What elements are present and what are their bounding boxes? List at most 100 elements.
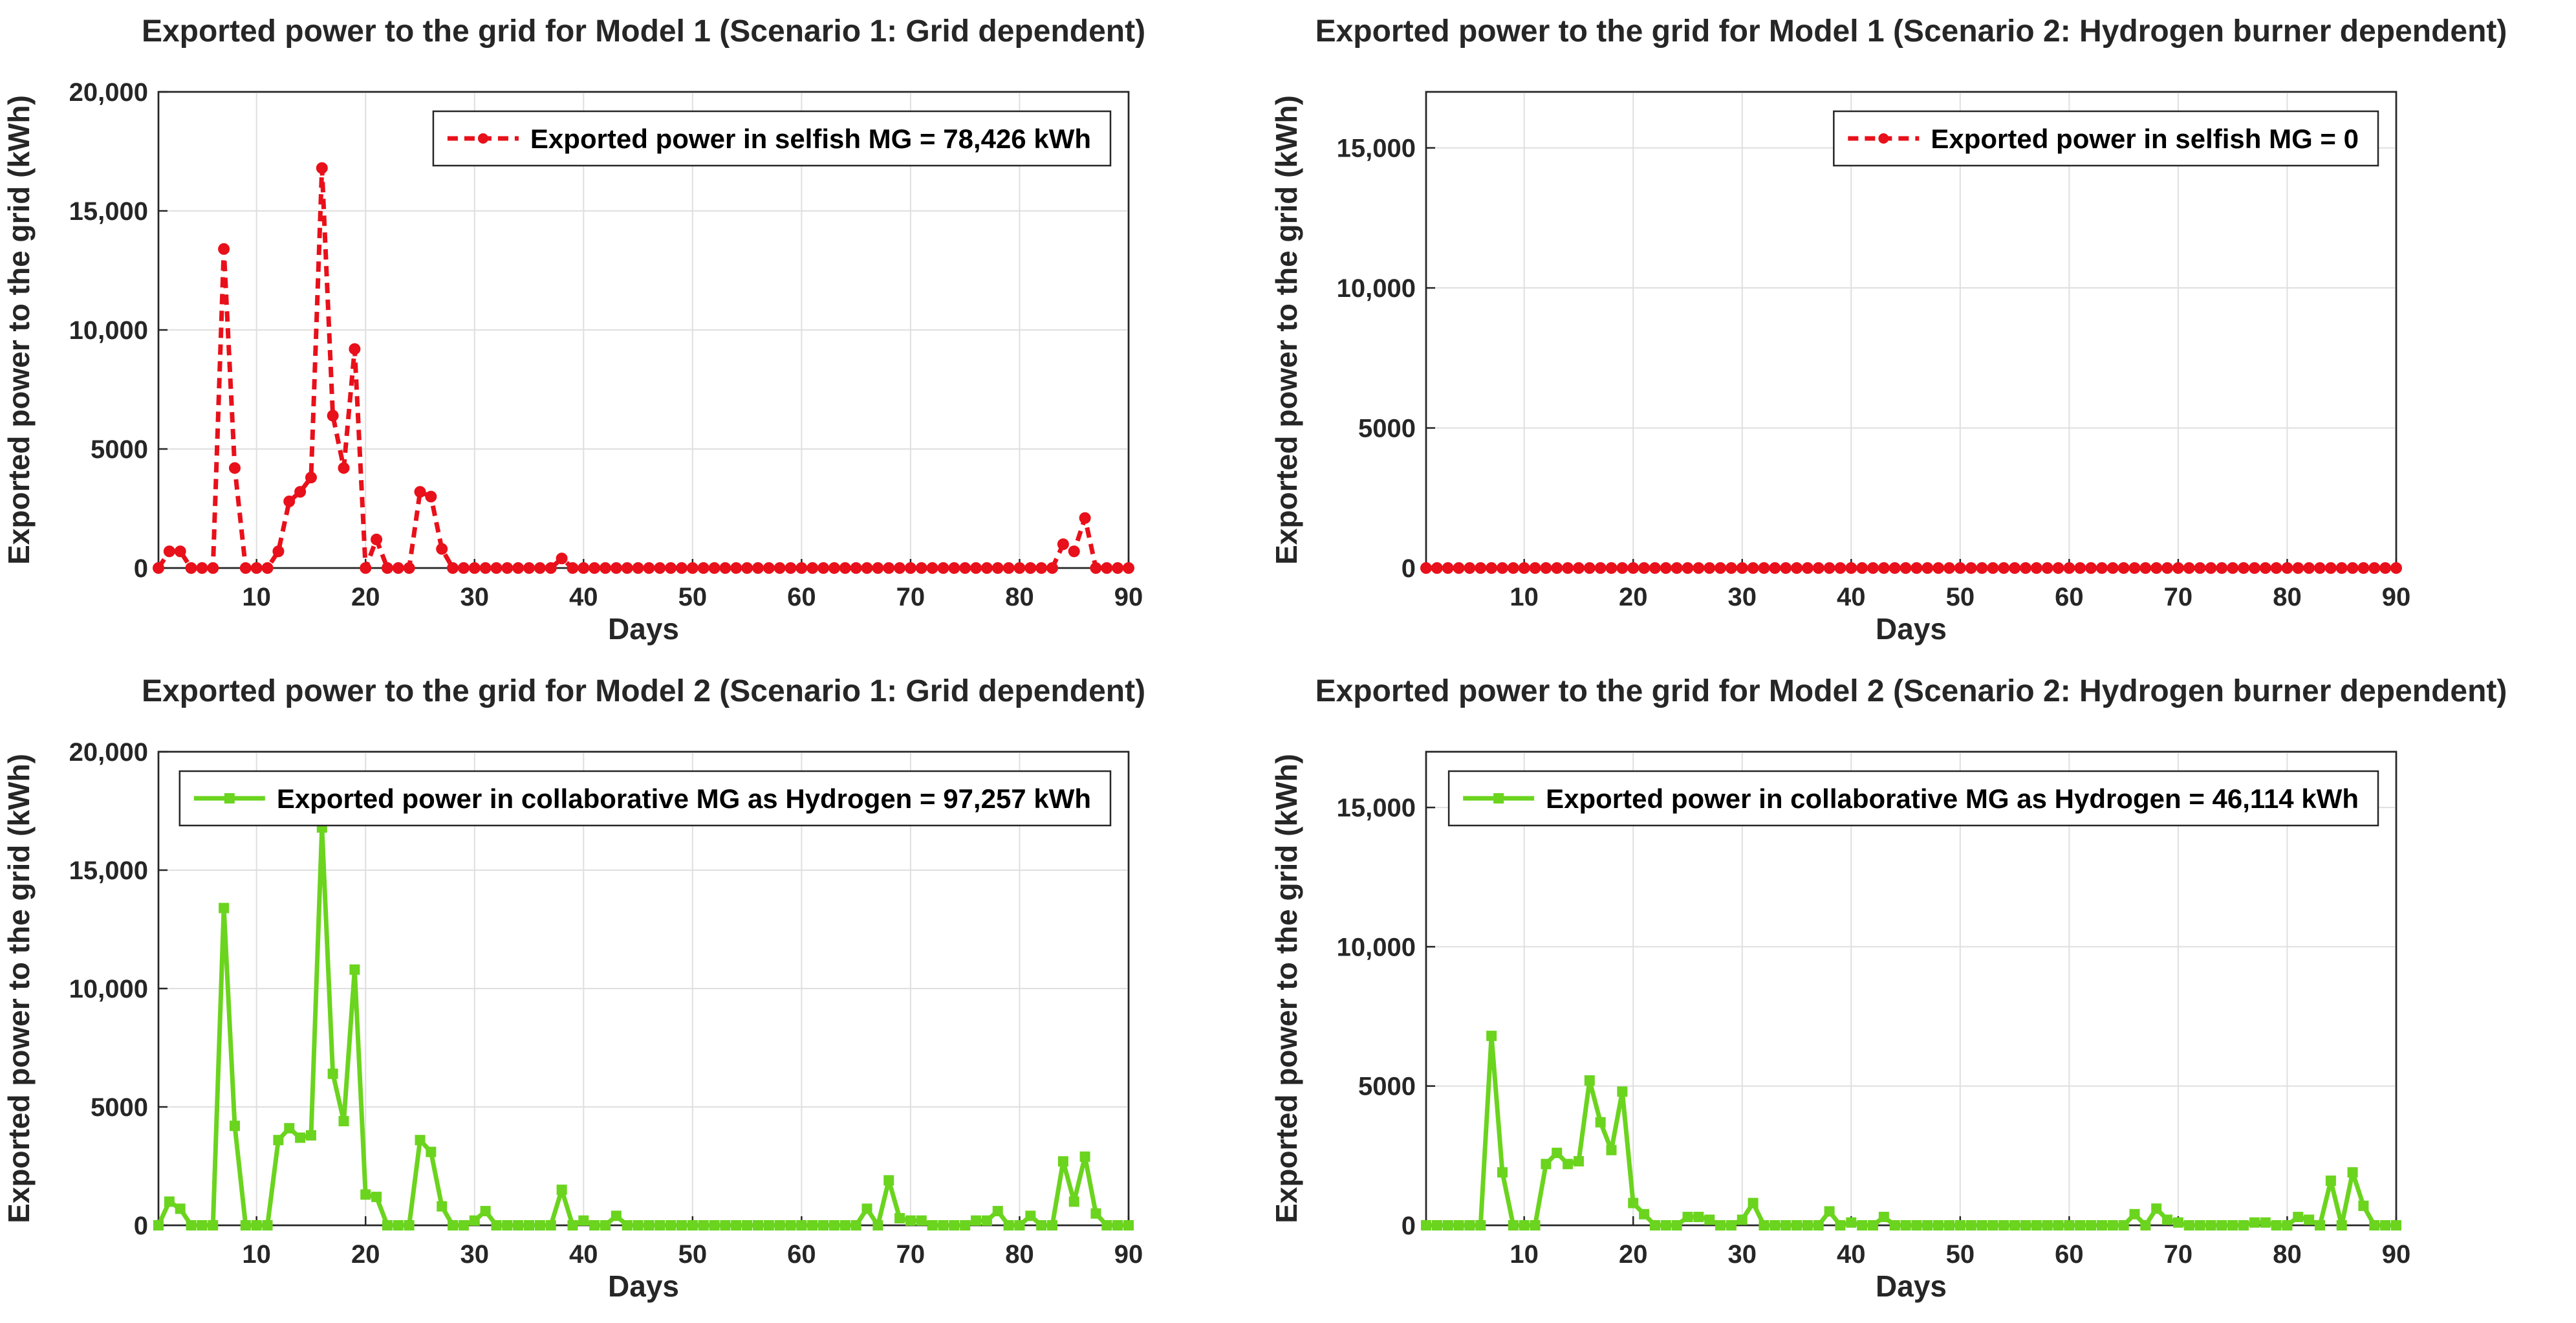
chart-2-data-point [752, 1220, 763, 1230]
chart-0-legend-marker [477, 133, 488, 144]
chart-1-data-point [1453, 562, 1465, 574]
chart-0-data-point [991, 562, 1004, 574]
chart-0-data-point [665, 562, 677, 574]
chart-2-title: Exported power to the grid for Model 2 (… [142, 674, 1145, 708]
chart-3-data-point [1639, 1208, 1650, 1219]
chart-2-data-point [284, 1122, 295, 1133]
chart-2-data-point [197, 1220, 208, 1230]
chart-3-data-point [1824, 1206, 1835, 1217]
chart-0-data-point [1101, 562, 1113, 574]
chart-2-data-point [698, 1220, 709, 1230]
chart-0-data-point [371, 533, 383, 545]
chart-2-data-point [949, 1220, 960, 1230]
chart-3-data-point [1911, 1220, 1922, 1230]
chart-1-data-point [1834, 562, 1846, 574]
chart-2-data-point [186, 1220, 197, 1230]
chart-3-x-tick-label: 10 [1510, 1240, 1539, 1269]
chart-2-x-tick-label: 30 [460, 1240, 490, 1269]
chart-0-data-point [610, 562, 622, 574]
chart-3-data-point [1857, 1220, 1868, 1230]
chart-0-data-point [774, 562, 786, 574]
chart-0-x-tick-label: 30 [460, 583, 490, 611]
chart-1-data-point [1583, 562, 1596, 574]
chart-3-x-tick-label: 80 [2273, 1240, 2302, 1269]
chart-2-data-point [382, 1220, 393, 1230]
chart-1-data-point [1627, 562, 1640, 574]
chart-0-data-point [632, 562, 644, 574]
chart-3-data-point [2249, 1217, 2260, 1228]
chart-0-data-point [806, 562, 819, 574]
chart-0-data-point [534, 562, 546, 574]
chart-1-data-point [1562, 562, 1574, 574]
chart-0-data-point [926, 562, 938, 574]
chart-1-x-tick-label: 40 [1837, 583, 1866, 611]
chart-0-data-point [283, 495, 296, 507]
chart-3-data-point [1943, 1220, 1954, 1230]
chart-3-data-point [2336, 1220, 2347, 1230]
chart-2-data-point [1014, 1220, 1025, 1230]
chart-0-data-point [305, 472, 317, 484]
chart-2-data-point [600, 1220, 611, 1230]
chart-1-data-point [2030, 562, 2042, 574]
chart-0-data-point [207, 562, 219, 574]
chart-2-data-point [818, 1220, 829, 1230]
chart-3-data-point [2129, 1208, 2140, 1219]
chart-2-data-point [861, 1203, 872, 1214]
chart-0-x-tick-label: 90 [1114, 583, 1143, 611]
chart-2-data-point [731, 1220, 742, 1230]
chart-0-data-point [1046, 562, 1059, 574]
chart-2-data-point [1047, 1220, 1058, 1230]
chart-0-series-line [157, 166, 1129, 571]
chart-1-data-point [1704, 562, 1716, 574]
chart-2-y-tick-label: 0 [134, 1212, 148, 1240]
chart-0-data-point [392, 562, 404, 574]
chart-0-data-point [686, 562, 698, 574]
chart-2-data-point [905, 1215, 916, 1226]
chart-0-data-point [839, 562, 851, 574]
chart-2-data-point [327, 1068, 338, 1079]
chart-0-data-point [1068, 545, 1080, 558]
chart-3-data-point [2380, 1220, 2391, 1230]
chart-3-data-point [2064, 1220, 2075, 1230]
chart-2-data-point [578, 1215, 589, 1226]
chart-1-data-point [2248, 562, 2260, 574]
chart-2-data-point [349, 964, 360, 975]
chart-2-data-point [611, 1210, 622, 1221]
chart-3-legend-box [1447, 770, 2379, 827]
chart-3-data-point [1813, 1220, 1824, 1230]
chart-0-data-point [697, 562, 709, 574]
chart-2-data-point [491, 1220, 502, 1230]
chart-0-data-point [1035, 562, 1048, 574]
chart-0-data-point [294, 486, 307, 498]
chart-3-title: Exported power to the grid for Model 2 (… [1315, 674, 2507, 708]
chart-3-data-point [2140, 1220, 2151, 1230]
chart-3-data-point [2151, 1203, 2162, 1214]
chart-2-data-point [709, 1220, 720, 1230]
chart-1-data-point [1475, 562, 1487, 574]
chart-2-data-point [208, 1220, 219, 1230]
chart-1-data-point [2379, 562, 2392, 574]
chart-2-data-point [872, 1220, 883, 1230]
chart-0-x-tick-label: 70 [896, 583, 925, 611]
chart-1-data-point [1769, 562, 1781, 574]
chart-3-data-point [2172, 1217, 2183, 1228]
chart-2-data-point [1068, 1196, 1079, 1207]
chart-1-data-point [2139, 562, 2152, 574]
chart-1-y-tick-label: 10,000 [1337, 274, 1416, 303]
chart-1-data-point [1605, 562, 1618, 574]
chart-1-x-tick-label: 90 [2382, 583, 2411, 611]
chart-1-data-point [1976, 562, 1988, 574]
chart-0-data-point [272, 545, 285, 558]
chart-0-x-tick-label: 60 [787, 583, 816, 611]
chart-2-data-point [251, 1220, 262, 1230]
chart-1-data-point [1715, 562, 1727, 574]
chart-1-data-point [1507, 562, 1519, 574]
chart-1-xlabel: Days [1876, 612, 1947, 646]
chart-1-data-point [2292, 562, 2304, 574]
chart-3-xlabel: Days [1876, 1269, 1947, 1303]
chart-3-x-tick-label: 30 [1728, 1240, 1757, 1269]
chart-3-x-tick-label: 40 [1837, 1240, 1866, 1269]
chart-3-data-point [1998, 1220, 2009, 1230]
chart-0-x-tick-label: 40 [569, 583, 598, 611]
chart-2-legend-marker [224, 793, 235, 804]
